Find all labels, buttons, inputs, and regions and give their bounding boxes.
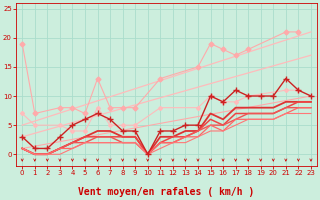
X-axis label: Vent moyen/en rafales ( km/h ): Vent moyen/en rafales ( km/h ) bbox=[78, 187, 255, 197]
